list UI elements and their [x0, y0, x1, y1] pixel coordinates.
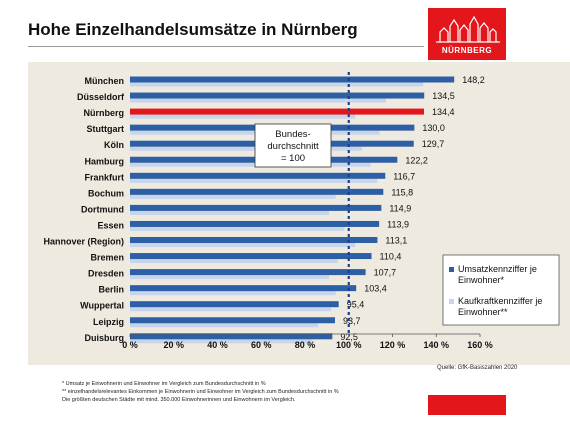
category-label: Hamburg [84, 156, 124, 166]
legend-label: Umsatzkennziffer je [458, 264, 537, 274]
page-title: Hohe Einzelhandelsumsätze in Nürnberg [28, 20, 358, 39]
value-label: 129,7 [422, 139, 445, 149]
legend-swatch-kaufkraft [449, 299, 454, 304]
value-label: 113,9 [387, 219, 409, 229]
category-label: Nürnberg [84, 108, 125, 118]
umsatz-bar [130, 333, 333, 340]
kaufkraft-bar [130, 162, 371, 167]
category-label: Duisburg [85, 333, 125, 343]
kaufkraft-bar [130, 178, 378, 183]
category-label: Düsseldorf [77, 92, 125, 102]
legend-label: Einwohner** [458, 307, 508, 317]
footnote-2: ** einzelhandelsrelevantes Einkommen je … [62, 389, 339, 395]
value-label: 134,4 [432, 107, 455, 117]
umsatz-bar [130, 172, 386, 179]
kaufkraft-bar [130, 323, 319, 328]
footer-accent-bar [428, 395, 506, 415]
umsatz-bar [130, 220, 380, 227]
category-label: Bremen [90, 253, 124, 263]
value-label: 103,4 [364, 284, 387, 294]
category-label: Hannover (Region) [43, 237, 124, 247]
kaufkraft-bar [130, 291, 336, 296]
x-tick-label: 20 % [163, 340, 184, 350]
bar-chart: München 148,2 Düsseldorf 134,5 Nürnberg 134,4… [43, 72, 560, 350]
source-note: Quelle: GfK-Basiszahlen 2020 [437, 365, 518, 371]
umsatz-bar [130, 269, 366, 276]
value-label: 95,4 [347, 300, 365, 310]
footnotes: * Umsatz je Einwohnerin und Einwohner im… [62, 380, 339, 404]
value-label: 114,9 [389, 203, 411, 213]
value-label: 110,4 [380, 252, 402, 262]
category-label: Dresden [88, 269, 124, 279]
x-tick-label: 80 % [295, 340, 316, 350]
chart-panel: München 148,2 Düsseldorf 134,5 Nürnberg 134,4… [28, 62, 570, 365]
kaufkraft-bar [130, 194, 336, 199]
umsatz-bar-highlight [130, 108, 424, 115]
kaufkraft-bar [130, 259, 338, 264]
category-label: Leipzig [93, 317, 124, 327]
umsatz-bar [130, 76, 455, 83]
category-label: München [85, 76, 125, 86]
kaufkraft-bar [130, 210, 330, 215]
value-label: 148,2 [462, 75, 485, 85]
category-label: Bochum [88, 188, 124, 198]
legend-swatch-umsatz [449, 267, 454, 272]
value-label: 116,7 [393, 171, 415, 181]
value-label: 130,0 [422, 123, 445, 133]
x-tick-label: 100 % [336, 340, 362, 350]
x-tick-label: 120 % [380, 340, 406, 350]
value-label: 107,7 [374, 268, 397, 278]
category-label: Berlin [98, 285, 124, 295]
umsatz-bar [130, 285, 357, 292]
kaufkraft-bar [130, 226, 345, 231]
footnote-1: * Umsatz je Einwohnerin und Einwohner im… [62, 381, 266, 387]
kaufkraft-bar [130, 146, 362, 151]
value-label: 113,1 [385, 236, 407, 246]
reference-label: durchschnitt [267, 141, 319, 152]
value-label: 93,7 [343, 316, 361, 326]
kaufkraft-bar [130, 307, 332, 312]
kaufkraft-bar [130, 275, 330, 280]
x-tick-label: 0 % [122, 340, 138, 350]
category-label: Dortmund [81, 204, 124, 214]
logo-wordmark: NÜRNBERG [441, 46, 493, 55]
category-label: Köln [104, 140, 124, 150]
category-label: Stuttgart [87, 124, 125, 134]
value-label: 122,2 [405, 155, 428, 165]
umsatz-bar [130, 204, 382, 211]
category-label: Frankfurt [84, 172, 124, 182]
umsatz-bar [130, 237, 378, 243]
value-label: 115,8 [391, 187, 413, 197]
legend-box [442, 254, 560, 326]
x-tick-label: 160 % [467, 340, 493, 350]
footnote-3: Die größten deutschen Städte mit mind. 3… [62, 397, 296, 403]
legend-label: Einwohner* [458, 275, 505, 285]
legend-label: Kaufkraftkennziffer je [458, 296, 542, 306]
umsatz-bar [130, 253, 372, 260]
category-label: Essen [97, 220, 124, 230]
kaufkraft-bar [130, 114, 356, 119]
x-tick-label: 60 % [251, 340, 272, 350]
title-divider [28, 46, 424, 47]
umsatz-bar [130, 317, 335, 324]
kaufkraft-bar [130, 339, 312, 344]
kaufkraft-bar [130, 98, 386, 103]
skyline-icon [436, 15, 500, 43]
reference-label: = 100 [281, 153, 305, 164]
nuernberg-logo: NÜRNBERG [428, 8, 506, 60]
value-label: 134,5 [432, 91, 455, 101]
reference-box [254, 123, 332, 168]
umsatz-bar [130, 92, 425, 99]
x-tick-label: 40 % [207, 340, 228, 350]
x-tick-label: 140 % [423, 340, 449, 350]
category-label: Wuppertal [80, 301, 124, 311]
umsatz-bar [130, 188, 384, 195]
kaufkraft-bar [130, 243, 356, 247]
reference-label: Bundes- [275, 129, 310, 140]
umsatz-bar [130, 301, 339, 308]
kaufkraft-bar [130, 82, 424, 87]
